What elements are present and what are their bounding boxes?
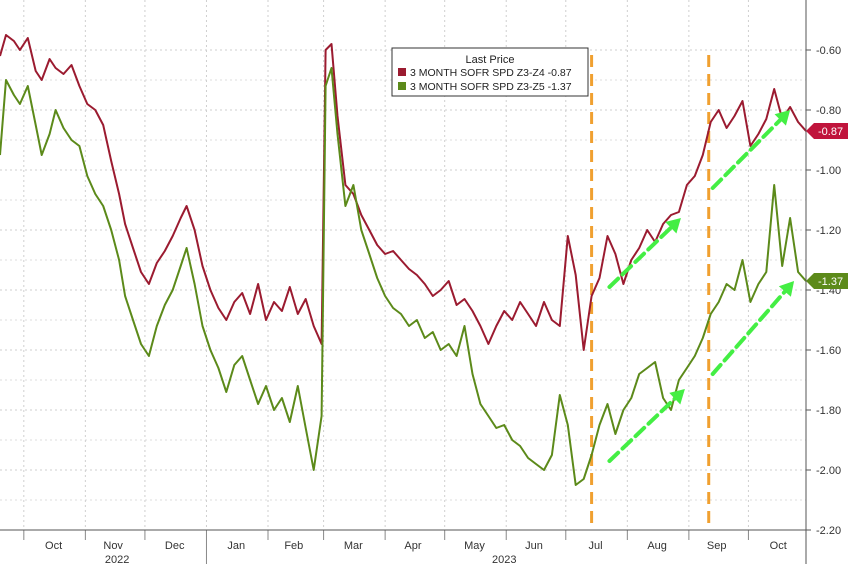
trend-arrows xyxy=(607,110,795,463)
x-tick-label: May xyxy=(464,540,485,552)
y-tick-label: -2.20 xyxy=(816,525,841,537)
x-tick-label: Oct xyxy=(770,540,787,552)
series-line-z3-z4 xyxy=(0,34,807,351)
y-tick-label: -0.60 xyxy=(816,45,841,57)
y-tick-label: -1.00 xyxy=(816,165,841,177)
x-tick-label: Mar xyxy=(344,540,363,552)
x-tick-label: Jan xyxy=(227,540,245,552)
trend-arrow-shaft xyxy=(710,117,783,190)
x-tick-label: Oct xyxy=(45,540,62,552)
trend-arrow-shaft xyxy=(607,396,677,463)
x-tick-label: Jul xyxy=(589,540,603,552)
x-year-label: 2022 xyxy=(105,554,129,564)
legend-entry-z3-z4: 3 MONTH SOFR SPD Z3-Z4 -0.87 xyxy=(410,67,572,79)
y-tick-label: -1.80 xyxy=(816,405,841,417)
last-value-tag-z3-z4 xyxy=(806,123,848,139)
legend-entry-z3-z5: 3 MONTH SOFR SPD Z3-Z5 -1.37 xyxy=(410,81,572,93)
last-value-tag-z3-z5 xyxy=(806,273,848,289)
y-tick-label: -1.20 xyxy=(816,225,841,237)
y-tick-label: -0.80 xyxy=(816,105,841,117)
x-tick-labels: Oct Nov Dec Jan Feb Mar Apr May Jun Jul Aug Sep Oct 2… xyxy=(45,540,787,564)
legend: Last Price 3 MONTH SOFR SPD Z3-Z4 -0.87 … xyxy=(391,47,589,97)
x-tick-label: Feb xyxy=(284,540,303,552)
x-tick-label: Sep xyxy=(707,540,727,552)
trend-arrow-head xyxy=(774,110,791,126)
y-tick-label: -2.00 xyxy=(816,465,841,477)
y-tick-labels: -0.60-0.80-1.00-1.20-1.40-1.60-1.80-2.00… xyxy=(806,45,841,537)
y-tick-label: -1.60 xyxy=(816,345,841,357)
trend-arrow-head xyxy=(665,218,681,234)
legend-box xyxy=(391,47,589,97)
x-tick-label: Apr xyxy=(404,540,421,552)
trend-arrow-shaft xyxy=(710,289,787,376)
legend-swatch-z3-z5 xyxy=(398,82,406,90)
x-year-label: 2023 xyxy=(492,554,516,564)
trend-arrow-head xyxy=(778,281,795,297)
last-value-label: -0.87 xyxy=(818,126,843,138)
x-tick-label: Dec xyxy=(165,540,185,552)
last-value-tags: -0.87 -1.37 xyxy=(806,123,848,289)
x-tick-label: Nov xyxy=(103,540,123,552)
x-tick-label: Jun xyxy=(525,540,543,552)
legend-title: Last Price xyxy=(466,54,515,66)
legend-swatch-z3-z4 xyxy=(398,68,406,76)
last-value-label: -1.37 xyxy=(818,276,843,288)
trend-arrow-shaft xyxy=(607,225,673,289)
x-tick-label: Aug xyxy=(647,540,667,552)
trend-arrow-head xyxy=(669,389,685,405)
